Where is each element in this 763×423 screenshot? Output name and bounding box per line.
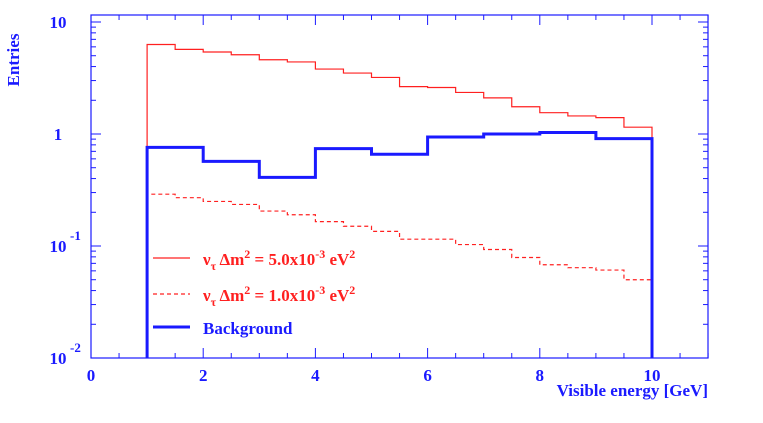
y-tick-base: 10 xyxy=(50,13,67,32)
x-tick-label: 10 xyxy=(644,366,661,385)
y-axis-label: Entries xyxy=(4,33,23,86)
legend-label: ντ Δm2 = 1.0x10-3 eV2 xyxy=(202,283,355,309)
legend-label: ντ Δm2 = 5.0x10-3 eV2 xyxy=(202,247,355,273)
x-tick-label: 0 xyxy=(87,366,96,385)
y-tick-base: 10 xyxy=(50,349,67,368)
x-tick-label: 6 xyxy=(423,366,432,385)
y-tick-label: 1 xyxy=(54,125,63,144)
plot-frame xyxy=(90,14,709,359)
y-tick-exponent: -1 xyxy=(70,228,81,243)
series-layer xyxy=(145,43,654,358)
x-tick-label: 2 xyxy=(199,366,208,385)
y-tick-label: 10-1 xyxy=(50,228,81,256)
histogram-series-3 xyxy=(145,131,654,358)
y-tick-base: 10 xyxy=(50,237,67,256)
x-tick-label: 8 xyxy=(536,366,545,385)
x-tick-label: 4 xyxy=(311,366,320,385)
y-tick-exponent: -2 xyxy=(70,340,81,355)
histogram-series-1 xyxy=(146,43,653,358)
x-tick-labels: 0 2 4 6 8 10 xyxy=(87,366,661,385)
y-tick-label: 10 xyxy=(50,13,67,32)
y-tick-base: 1 xyxy=(54,125,63,144)
x-axis-label: Visible energy [GeV] xyxy=(557,381,708,400)
legend-label: Background xyxy=(203,319,293,338)
y-tick-label: 10-2 xyxy=(50,340,81,368)
axis-ticks xyxy=(90,15,709,359)
legend: ντ Δm2 = 5.0x10-3 eV2 ντ Δm2 = 1.0x10-3 e… xyxy=(153,247,355,338)
